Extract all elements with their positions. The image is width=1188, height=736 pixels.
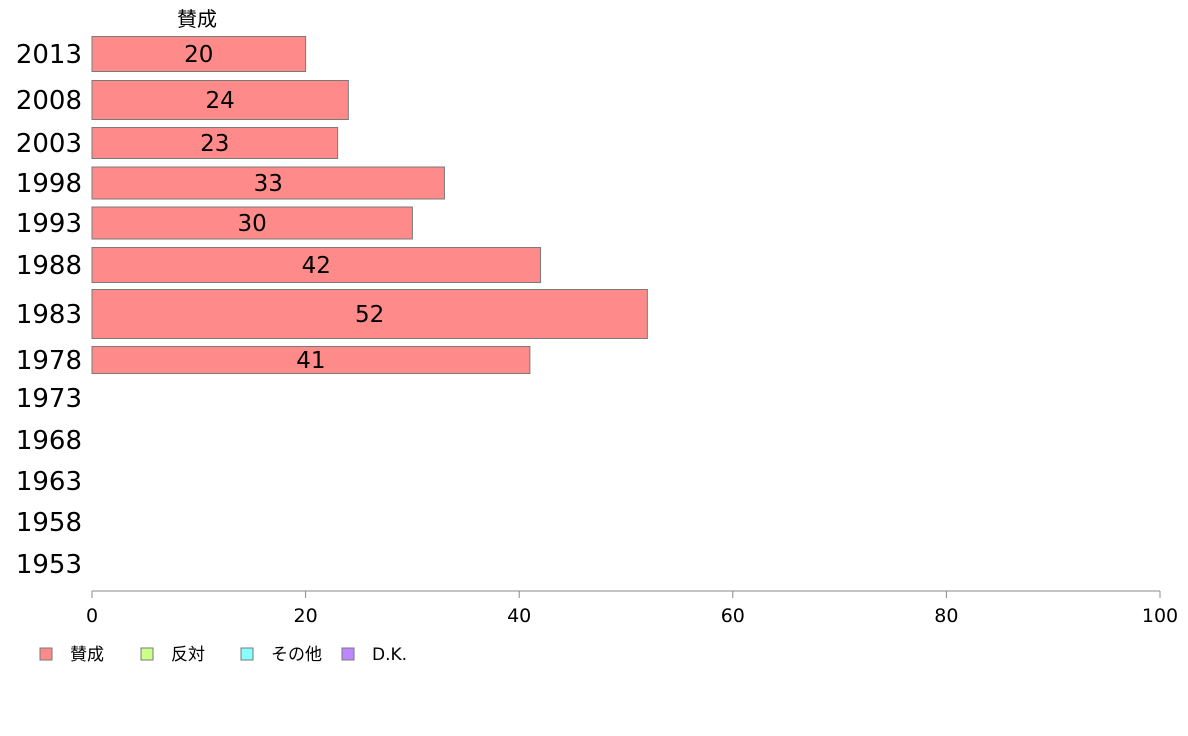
x-tick-label-40: 40 bbox=[507, 605, 531, 627]
x-tick-label-60: 60 bbox=[721, 605, 745, 627]
bar-1993-series-0 bbox=[91, 206, 413, 240]
bar-2008-series-0 bbox=[91, 80, 349, 120]
bar-2003-series-0 bbox=[91, 127, 339, 159]
legend-label-2: その他 bbox=[271, 645, 322, 665]
x-tick-label-80: 80 bbox=[934, 605, 958, 627]
bar-1983-series-0 bbox=[91, 289, 648, 339]
y-tick-label-1998: 1998 bbox=[16, 169, 82, 199]
data-label-1978-series-0: 41 bbox=[296, 348, 325, 374]
x-tick-label-100: 100 bbox=[1142, 605, 1178, 627]
data-label-2008-series-0: 24 bbox=[206, 88, 235, 114]
y-tick-label-2013: 2013 bbox=[16, 40, 82, 70]
y-tick-label-1963: 1963 bbox=[16, 467, 82, 497]
legend-swatch-2 bbox=[240, 647, 254, 661]
y-tick-label-1983: 1983 bbox=[16, 300, 82, 330]
data-label-1983-series-0: 52 bbox=[355, 302, 384, 328]
legend-swatch-0 bbox=[39, 647, 53, 661]
data-label-1988-series-0: 42 bbox=[302, 253, 331, 279]
y-tick-label-1978: 1978 bbox=[16, 346, 82, 376]
y-tick-label-1953: 1953 bbox=[16, 550, 82, 580]
x-tick-label-20: 20 bbox=[294, 605, 318, 627]
legend: 賛成 反対 その他 D.K. bbox=[39, 645, 407, 665]
legend-swatch-1 bbox=[140, 647, 154, 661]
y-tick-label-1988: 1988 bbox=[16, 251, 82, 281]
bars-group: 20 24 23 33 30 42 52 41 bbox=[91, 36, 648, 374]
x-tick-label-0: 0 bbox=[86, 605, 98, 627]
data-label-2013-series-0: 20 bbox=[184, 42, 213, 68]
y-tick-label-1958: 1958 bbox=[16, 508, 82, 538]
bar-1978-series-0 bbox=[91, 346, 531, 374]
legend-label-1: 反対 bbox=[171, 645, 205, 665]
bar-1988-series-0 bbox=[91, 247, 542, 283]
data-label-1998-series-0: 33 bbox=[254, 171, 283, 197]
legend-swatch-3 bbox=[341, 647, 355, 661]
data-label-2003-series-0: 23 bbox=[200, 131, 229, 157]
y-tick-label-1968: 1968 bbox=[16, 426, 82, 456]
y-tick-label-2008: 2008 bbox=[16, 86, 82, 116]
column-header: 賛成 bbox=[177, 7, 217, 31]
y-axis-ticks: 2013 2008 2003 1998 1993 1988 1983 1978 1973 1968… bbox=[16, 40, 82, 580]
legend-label-3: D.K. bbox=[372, 645, 407, 665]
bar-2013-series-0 bbox=[91, 36, 307, 72]
bar-1998-series-0 bbox=[91, 166, 445, 200]
y-tick-label-2003: 2003 bbox=[16, 129, 82, 159]
x-axis: 0 20 40 60 80 100 bbox=[86, 590, 1178, 627]
y-tick-label-1973: 1973 bbox=[16, 384, 82, 414]
legend-label-0: 賛成 bbox=[70, 645, 104, 665]
data-label-1993-series-0: 30 bbox=[238, 211, 267, 237]
y-tick-label-1993: 1993 bbox=[16, 209, 82, 239]
